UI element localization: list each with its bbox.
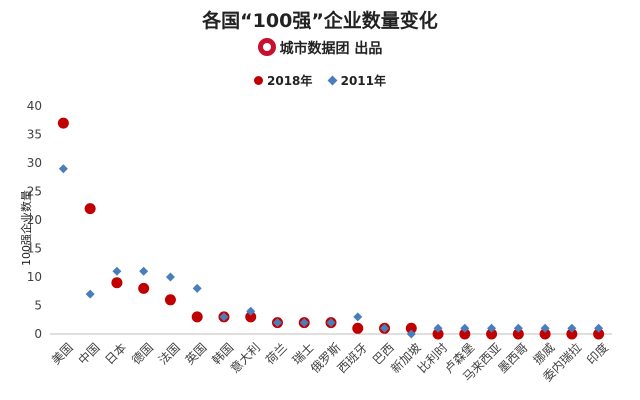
data-point-2018 (405, 322, 417, 334)
x-tick-label: 法国 (156, 340, 183, 367)
data-point-2011 (58, 164, 68, 174)
data-point-2011 (380, 323, 390, 333)
legend-circle-marker-icon (254, 76, 263, 85)
x-tick-label: 德国 (128, 340, 156, 368)
legend-item-2011: 2011年 (327, 72, 386, 89)
y-tick-label: 25 (27, 185, 42, 199)
data-point-2011 (594, 323, 604, 333)
x-tick-label: 中国 (75, 340, 103, 368)
chart-legend: 2018年 2011年 (0, 72, 640, 89)
data-point-2011 (406, 329, 416, 339)
data-point-2011 (353, 312, 363, 322)
data-point-2018 (164, 294, 176, 306)
data-point-2011 (433, 323, 443, 333)
y-tick-label: 0 (34, 327, 42, 341)
x-tick-label: 西班牙 (335, 340, 370, 375)
y-tick-label: 35 (27, 128, 42, 142)
data-point-2011 (85, 289, 95, 299)
data-point-2011 (567, 323, 577, 333)
y-tick-label: 40 (27, 99, 42, 113)
y-tick-label: 30 (27, 156, 42, 170)
data-point-2011 (487, 323, 497, 333)
data-point-2018 (138, 282, 150, 294)
data-point-2011 (219, 312, 229, 322)
data-point-2011 (513, 323, 523, 333)
data-point-2018 (352, 322, 364, 334)
data-point-2011 (540, 323, 550, 333)
data-point-2011 (299, 318, 309, 328)
x-tick-label: 日本 (102, 340, 129, 367)
x-tick-label: 印度 (583, 340, 611, 368)
data-point-2018 (566, 328, 578, 340)
legend-label: 2011年 (340, 74, 386, 88)
y-tick-label: 5 (34, 299, 42, 313)
data-point-2011 (192, 283, 202, 293)
data-point-2011 (139, 266, 149, 276)
x-tick-label: 英国 (183, 340, 210, 367)
data-point-2018 (432, 328, 444, 340)
data-point-2018 (486, 328, 498, 340)
data-point-2018 (512, 328, 524, 340)
data-point-2018 (539, 328, 551, 340)
data-point-2018 (593, 328, 605, 340)
chart-title: 各国“100强”企业数量变化 (202, 10, 438, 32)
data-point-2011 (165, 272, 175, 282)
data-point-2011 (246, 306, 256, 316)
data-point-2018 (57, 117, 69, 129)
x-tick-label: 墨西哥 (495, 340, 530, 375)
y-tick-label: 20 (27, 213, 42, 227)
data-point-2011 (272, 318, 282, 328)
data-point-2018 (459, 328, 471, 340)
legend-item-2018: 2018年 (254, 72, 312, 89)
data-point-2018 (111, 277, 123, 289)
legend-label: 2018年 (267, 74, 313, 88)
subtitle-text: 城市数据团 出品 (279, 41, 383, 57)
data-point-2011 (460, 323, 470, 333)
y-tick-label: 10 (27, 270, 42, 284)
chart-subtitle: 城市数据团 出品 (0, 38, 640, 58)
x-tick-label: 意大利 (227, 340, 263, 376)
x-tick-label: 荷兰 (263, 340, 290, 367)
y-tick-label: 15 (27, 242, 42, 256)
brand-logo-icon (257, 38, 276, 56)
data-point-2018 (191, 311, 203, 323)
data-point-2011 (112, 266, 122, 276)
data-point-2018 (245, 311, 257, 323)
x-tick-label: 美国 (49, 340, 76, 367)
data-point-2011 (326, 318, 336, 328)
data-point-2018 (84, 203, 96, 215)
